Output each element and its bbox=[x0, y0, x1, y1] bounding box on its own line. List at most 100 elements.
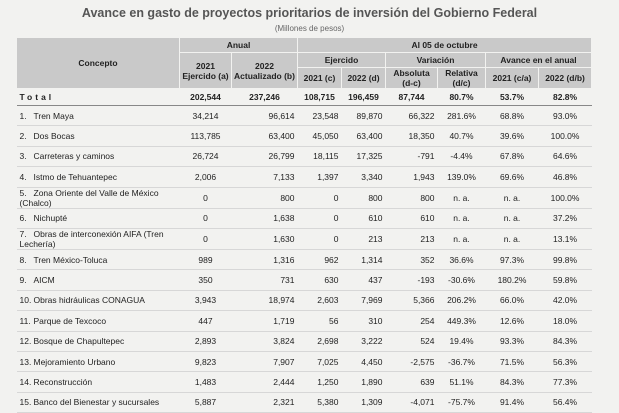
table-body: Total 202,544 237,246 108,715 196,459 87… bbox=[16, 88, 592, 413]
value-cell: 437 bbox=[341, 269, 386, 291]
project-name: Dos Bocas bbox=[33, 131, 75, 142]
value-cell: n. a. bbox=[437, 228, 486, 250]
value-cell: 180.2% bbox=[485, 269, 539, 291]
value-cell: 19.4% bbox=[437, 331, 486, 352]
value-cell: 56 bbox=[297, 310, 342, 332]
value-cell: 1,890 bbox=[341, 371, 386, 393]
value-cell: -2,575 bbox=[385, 351, 438, 373]
project-name: Reconstrucción bbox=[33, 376, 93, 387]
value-cell: 99.8% bbox=[538, 249, 592, 271]
value-cell: 800 bbox=[385, 187, 438, 209]
value-cell: 77.3% bbox=[538, 371, 592, 393]
header-concepto: Concepto bbox=[16, 37, 180, 89]
value-cell: 0 bbox=[297, 187, 342, 209]
value-cell: 1,719 bbox=[231, 310, 298, 332]
value-cell: 45,050 bbox=[297, 125, 342, 147]
value-cell: 0 bbox=[297, 208, 342, 229]
project-number: 15. bbox=[19, 397, 32, 408]
value-cell: 23,548 bbox=[297, 105, 342, 127]
value-cell: 800 bbox=[341, 187, 386, 209]
project-name: Mejoramiento Urbano bbox=[33, 356, 116, 367]
value-cell: 18.0% bbox=[538, 310, 592, 332]
value-cell: 639 bbox=[385, 371, 438, 393]
value-cell: 254 bbox=[385, 310, 438, 332]
value-cell: 93.3% bbox=[485, 331, 539, 352]
project-name-cell: 3. Carreteras y caminos bbox=[16, 146, 180, 168]
value-cell: 1,397 bbox=[297, 166, 342, 188]
value-cell: 206.2% bbox=[437, 290, 486, 312]
value-cell: 71.5% bbox=[485, 351, 539, 373]
header-av-2021: 2021 (c/a) bbox=[485, 67, 539, 89]
table-row: 12. Bosque de Chapultepec 2,893 3,824 2,698 3… bbox=[16, 331, 592, 352]
total-cell: 53.7% bbox=[485, 88, 539, 106]
value-cell: -75.7% bbox=[437, 392, 486, 413]
value-cell: -4.4% bbox=[437, 146, 486, 168]
value-cell: 3,824 bbox=[231, 331, 298, 352]
project-name-cell: 9. AICM bbox=[16, 269, 180, 291]
project-name: Nichupté bbox=[33, 213, 68, 224]
value-cell: 213 bbox=[341, 228, 386, 250]
table-row: 9. AICM 350 731 630 437 -193 -30.6% 180.2% 59.8% bbox=[16, 269, 592, 291]
project-name: Parque de Texcoco bbox=[33, 315, 107, 326]
value-cell: -36.7% bbox=[437, 351, 486, 373]
project-number: 9. bbox=[19, 275, 27, 286]
value-cell: 800 bbox=[231, 187, 298, 209]
value-cell: 39.6% bbox=[485, 125, 539, 147]
project-number: 7. bbox=[19, 228, 27, 239]
value-cell: 5,887 bbox=[179, 392, 232, 413]
header-absoluta: Absoluta (d-c) bbox=[385, 67, 438, 89]
value-cell: n. a. bbox=[485, 208, 539, 229]
value-cell: 91.4% bbox=[485, 392, 539, 413]
value-cell: 281.6% bbox=[437, 105, 486, 127]
value-cell: 68.8% bbox=[485, 105, 539, 127]
value-cell: 64.6% bbox=[538, 146, 592, 168]
project-name-cell: 7. Obras de interconexión AIFA (Tren Lech… bbox=[16, 228, 180, 250]
table-row: 6. Nichupté 0 1,638 0 610 610 n. a. n. a. 37.2% bbox=[16, 208, 592, 229]
value-cell: 67.8% bbox=[485, 146, 539, 168]
value-cell: 1,314 bbox=[341, 249, 386, 271]
value-cell: 630 bbox=[297, 269, 342, 291]
value-cell: 9,823 bbox=[179, 351, 232, 373]
value-cell: 213 bbox=[385, 228, 438, 250]
project-name-cell: 1. Tren Maya bbox=[16, 105, 180, 127]
table-row: 10. Obras hidráulicas CONAGUA 3,943 18,974 2… bbox=[16, 290, 592, 312]
value-cell: -791 bbox=[385, 146, 438, 168]
project-name-cell: 14. Reconstrucción bbox=[16, 371, 180, 393]
value-cell: 93.0% bbox=[538, 105, 592, 127]
value-cell: 610 bbox=[341, 208, 386, 229]
header-relativa: Relativa (d/c) bbox=[437, 67, 486, 89]
value-cell: 42.0% bbox=[538, 290, 592, 312]
project-name: AICM bbox=[33, 275, 55, 286]
value-cell: 352 bbox=[385, 249, 438, 271]
value-cell: 59.8% bbox=[538, 269, 592, 291]
table-row: 11. Parque de Texcoco 447 1,719 56 310 254 449.… bbox=[16, 310, 592, 332]
value-cell: 63,400 bbox=[341, 125, 386, 147]
value-cell: 731 bbox=[231, 269, 298, 291]
header-av-2022: 2022 (d/b) bbox=[537, 67, 593, 89]
total-cell: 87,744 bbox=[385, 88, 438, 106]
value-cell: 84.3% bbox=[485, 371, 539, 393]
project-number: 6. bbox=[19, 213, 27, 224]
header-ej-2021: 2021 (c) bbox=[297, 67, 342, 89]
value-cell: 51.1% bbox=[437, 371, 486, 393]
value-cell: 3,222 bbox=[341, 331, 386, 352]
header-variacion: Variación bbox=[385, 52, 486, 68]
project-number: 3. bbox=[19, 151, 27, 162]
total-label: Total bbox=[16, 88, 180, 106]
value-cell: 610 bbox=[385, 208, 438, 229]
total-cell: 202,544 bbox=[179, 88, 232, 106]
value-cell: n. a. bbox=[485, 228, 539, 250]
value-cell: -4,071 bbox=[385, 392, 438, 413]
project-name-cell: 13. Mejoramiento Urbano bbox=[16, 351, 180, 373]
project-name-cell: 5. Zona Oriente del Valle de México (Chal… bbox=[16, 187, 180, 209]
value-cell: n. a. bbox=[437, 208, 486, 229]
table-row: 15. Banco del Bienestar y sucursales 5,887… bbox=[16, 392, 592, 413]
header-anual: Anual bbox=[179, 37, 298, 53]
table-row: 7. Obras de interconexión AIFA (Tren Lech… bbox=[16, 228, 592, 250]
value-cell: -30.6% bbox=[437, 269, 486, 291]
value-cell: 37.2% bbox=[538, 208, 592, 229]
project-name-cell: 6. Nichupté bbox=[16, 208, 180, 229]
project-name: Obras de interconexión AIFA (Tren Lecher… bbox=[19, 228, 164, 249]
header-ej-2022: 2022 (d) bbox=[341, 67, 386, 89]
value-cell: 17,325 bbox=[341, 146, 386, 168]
